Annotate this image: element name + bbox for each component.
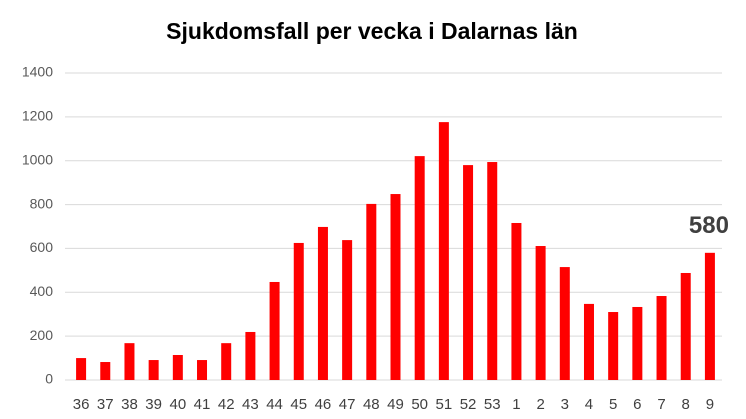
x-tick-label: 8 bbox=[682, 396, 690, 413]
bar bbox=[342, 240, 353, 380]
x-tick-label: 51 bbox=[436, 396, 453, 413]
x-tick-label: 38 bbox=[121, 396, 138, 413]
x-tick-label: 6 bbox=[633, 396, 641, 413]
bar bbox=[656, 296, 667, 380]
chart-title: Sjukdomsfall per vecka i Dalarnas län bbox=[166, 18, 578, 44]
x-tick-label: 41 bbox=[194, 396, 211, 413]
x-tick-label: 48 bbox=[363, 396, 380, 413]
bar bbox=[317, 226, 328, 380]
x-tick-label: 42 bbox=[218, 396, 235, 413]
x-tick-label: 53 bbox=[484, 396, 501, 413]
y-tick-label: 400 bbox=[30, 283, 54, 299]
x-tick-label: 39 bbox=[145, 396, 162, 413]
x-tick-label: 37 bbox=[97, 396, 114, 413]
bar bbox=[414, 156, 425, 380]
bar bbox=[245, 331, 256, 380]
y-tick-label: 1200 bbox=[22, 108, 53, 124]
x-tick-label: 9 bbox=[706, 396, 714, 413]
bar bbox=[535, 246, 546, 380]
bar bbox=[76, 358, 87, 380]
bar bbox=[559, 267, 570, 380]
x-tick-label: 40 bbox=[169, 396, 186, 413]
bar bbox=[100, 362, 111, 380]
bar bbox=[390, 194, 401, 380]
x-tick-label: 44 bbox=[266, 396, 283, 413]
bar bbox=[438, 122, 449, 381]
annotation: 580 bbox=[689, 212, 729, 239]
y-tick-label: 1400 bbox=[22, 64, 53, 80]
bar bbox=[293, 242, 304, 380]
x-tick-label: 46 bbox=[315, 396, 332, 413]
bar bbox=[172, 355, 183, 380]
bar bbox=[704, 252, 715, 380]
x-tick-label: 47 bbox=[339, 396, 356, 413]
bar bbox=[487, 162, 498, 380]
bar bbox=[583, 303, 594, 380]
x-tick-label: 5 bbox=[609, 396, 617, 413]
bar bbox=[197, 360, 208, 380]
x-tick-label: 7 bbox=[657, 396, 665, 413]
x-tick-label: 49 bbox=[387, 396, 404, 413]
x-tick-label: 45 bbox=[290, 396, 307, 413]
bar bbox=[221, 343, 232, 380]
bar bbox=[269, 281, 280, 380]
x-tick-label: 50 bbox=[411, 396, 428, 413]
bar bbox=[463, 165, 474, 380]
y-tick-label: 1000 bbox=[22, 151, 53, 167]
x-tick-label: 36 bbox=[73, 396, 90, 413]
bar bbox=[632, 306, 643, 380]
y-tick-label: 200 bbox=[30, 327, 54, 343]
y-tick-label: 0 bbox=[45, 371, 53, 387]
x-tick-label: 43 bbox=[242, 396, 259, 413]
bar bbox=[366, 203, 377, 380]
y-tick-label: 800 bbox=[30, 195, 54, 211]
x-tick-label: 2 bbox=[536, 396, 544, 413]
bar bbox=[680, 272, 691, 380]
bar bbox=[124, 343, 135, 380]
x-tick-label: 1 bbox=[512, 396, 520, 413]
bar bbox=[608, 312, 619, 380]
y-tick-label: 600 bbox=[30, 239, 54, 255]
x-tick-label: 4 bbox=[585, 396, 593, 413]
x-tick-label: 52 bbox=[460, 396, 477, 413]
bar bbox=[511, 222, 522, 380]
bar bbox=[148, 360, 159, 380]
x-tick-label: 3 bbox=[561, 396, 569, 413]
